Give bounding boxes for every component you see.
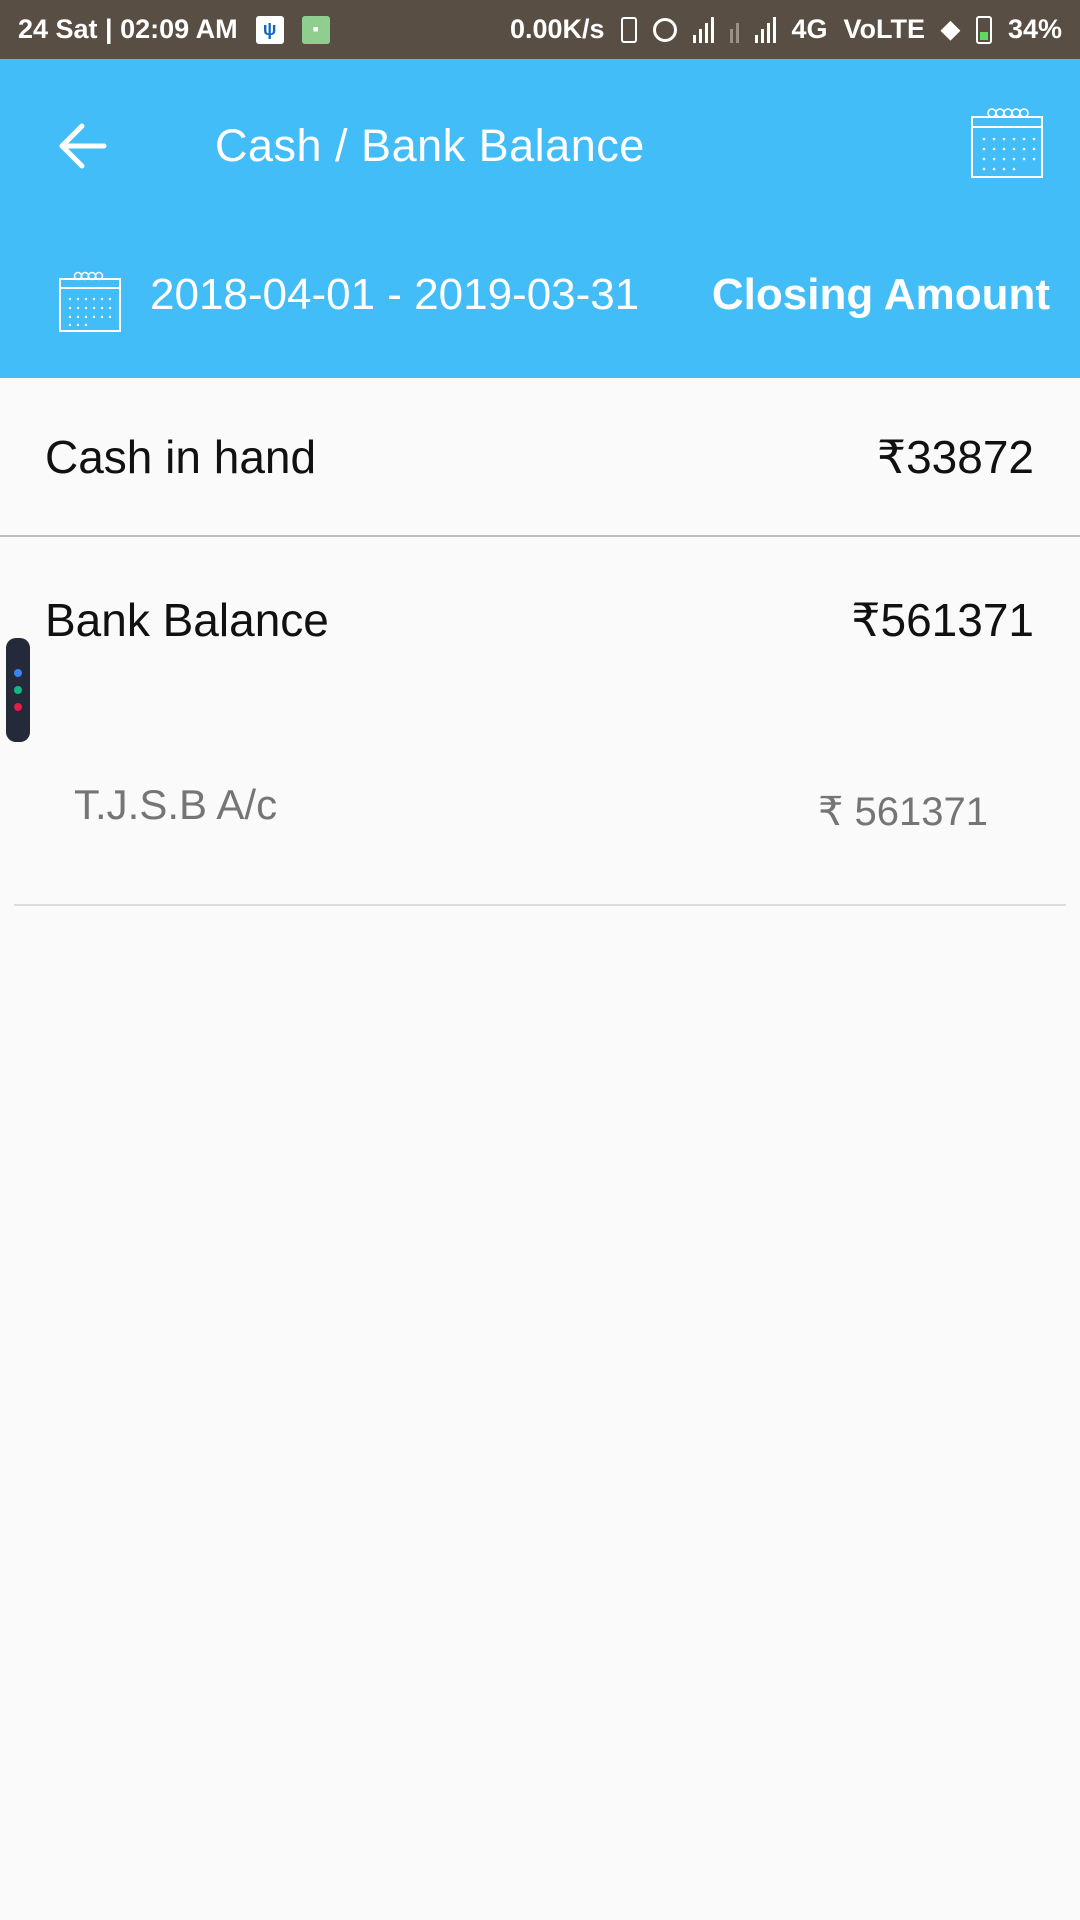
page-title: Cash / Bank Balance <box>215 120 645 171</box>
bank-label: Bank Balance <box>45 594 329 646</box>
edge-panel-handle[interactable] <box>6 638 30 742</box>
alarm-icon <box>652 17 677 42</box>
network-type: 4G <box>791 14 828 44</box>
signal-icon-2 <box>754 16 776 43</box>
dot-blue-icon <box>14 669 22 677</box>
battery-percent: 34% <box>1007 14 1062 44</box>
volte-label: VoLTE <box>843 14 926 44</box>
bank-account-amount: ₹ 561371 <box>817 790 988 834</box>
status-bar: 24 Sat | 02:09 AM ψ ▪ 0.00K/s 4G VoLTE ⬥… <box>0 0 1080 59</box>
location-icon: ⬥ <box>941 13 960 44</box>
battery-icon <box>975 15 992 44</box>
status-time: 24 Sat | 02:09 AM <box>18 14 238 44</box>
list-item-cash[interactable]: Cash in hand ₹33872 <box>0 378 1080 537</box>
divider <box>14 904 1066 906</box>
android-icon: ▪ <box>301 15 330 44</box>
cash-label: Cash in hand <box>45 431 317 483</box>
signal-weak-icon <box>729 17 739 43</box>
network-speed: 0.00K/s <box>509 14 605 44</box>
dot-green-icon <box>14 686 22 694</box>
app-bar: Cash / Bank Balance 2018-04-01 - 2019-03… <box>0 59 1080 378</box>
usb-icon: ψ <box>255 15 284 44</box>
dot-red-icon <box>14 703 22 711</box>
closing-amount-header: Closing Amount <box>711 270 1050 319</box>
date-range[interactable]: 2018-04-01 - 2019-03-31 <box>150 270 640 319</box>
list-item-bank[interactable]: Bank Balance ₹561371 T.J.S.B A/c ₹ 56137… <box>0 537 1080 907</box>
bank-account-name[interactable]: T.J.S.B A/c <box>74 781 278 828</box>
cash-amount: ₹33872 <box>876 431 1034 483</box>
bank-amount: ₹561371 <box>851 594 1034 646</box>
date-range-calendar-icon[interactable] <box>58 271 122 333</box>
signal-icon <box>692 16 714 43</box>
back-arrow-icon[interactable] <box>56 119 110 173</box>
phone-icon <box>620 16 637 43</box>
calendar-icon[interactable] <box>970 107 1044 179</box>
